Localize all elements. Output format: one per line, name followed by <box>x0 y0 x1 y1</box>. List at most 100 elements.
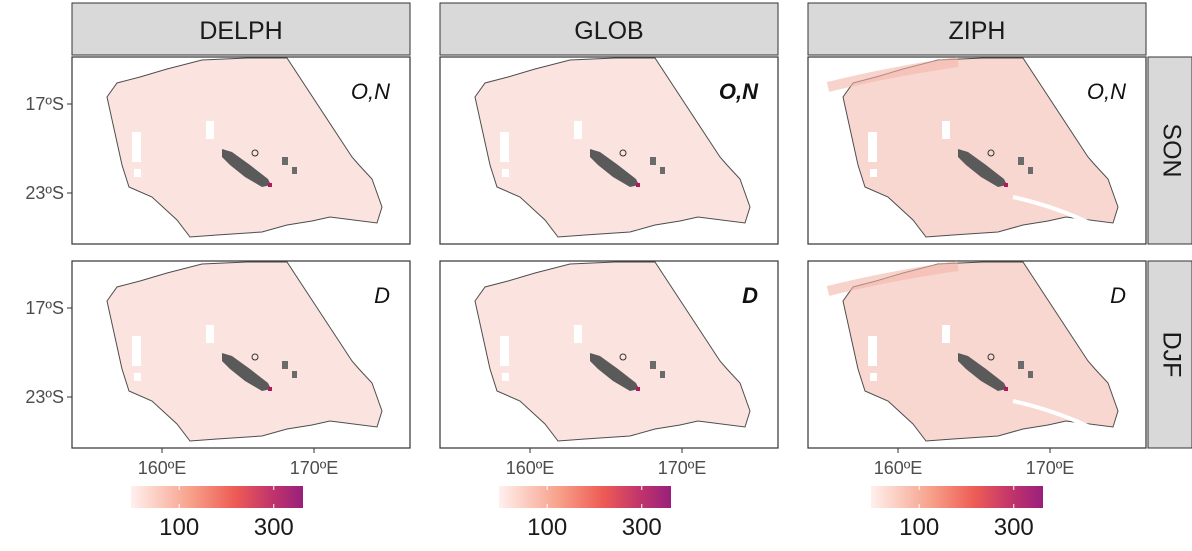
panel-ziph-son: O,N <box>807 56 1147 245</box>
study-region <box>474 261 751 442</box>
data-gap <box>942 121 950 139</box>
data-gap <box>134 169 141 177</box>
data-gap <box>870 373 877 381</box>
x-tick-label: 170ºE <box>658 458 707 478</box>
y-tick-label: 17ºS <box>25 298 64 318</box>
island-marker <box>650 361 656 369</box>
data-gap <box>870 169 877 177</box>
colorbar-gradient <box>499 486 671 508</box>
x-tick-label: 160ºE <box>506 458 555 478</box>
x-tick-label: 160ºE <box>874 458 923 478</box>
data-gap <box>132 336 141 366</box>
facet-strip-title: DELPH <box>199 17 282 45</box>
y-tick-label: 23ºS <box>25 183 64 203</box>
land-mass <box>222 353 271 391</box>
panel-period-label: D <box>1110 283 1126 308</box>
panel-period-label: O,N <box>1087 79 1126 104</box>
island-marker <box>660 167 665 174</box>
facet-strip-ziph: ZIPH <box>807 2 1147 56</box>
colorbar-tick-label: 100 <box>527 514 567 541</box>
island-marker <box>987 353 995 361</box>
island-marker <box>292 371 297 378</box>
high-density-band <box>826 57 959 92</box>
data-gap <box>206 121 214 139</box>
facet-strip-title: ZIPH <box>949 17 1006 45</box>
data-gap <box>868 336 877 366</box>
facet-strip-title: GLOB <box>574 17 643 45</box>
colorbar-tick-label: 100 <box>899 514 939 541</box>
land-mass <box>590 149 639 187</box>
high-density-band <box>826 261 959 296</box>
island-marker <box>660 371 665 378</box>
panel-period-label: D <box>374 283 390 308</box>
island-marker <box>1028 371 1033 378</box>
data-gap <box>134 373 141 381</box>
island-marker <box>1018 157 1024 165</box>
study-region <box>106 261 383 442</box>
colorbar-ziph: 100 300 <box>871 486 1043 541</box>
colorbar-delph: 100 300 <box>131 486 303 541</box>
facet-strip-background <box>71 2 411 56</box>
colorbar-tick-label: 300 <box>254 514 294 541</box>
island-marker <box>251 149 259 157</box>
colorbar-gradient <box>131 486 303 508</box>
high-value-cell <box>1004 183 1008 187</box>
high-value-cell <box>268 387 272 391</box>
data-gap <box>500 132 509 162</box>
high-value-cell <box>268 183 272 187</box>
island-marker <box>1018 361 1024 369</box>
facet-strip-background <box>439 2 779 56</box>
x-tick-label: 170ºE <box>290 458 339 478</box>
land-mass <box>222 149 271 187</box>
island-marker <box>251 353 259 361</box>
facet-strip-delph: DELPH <box>71 2 411 56</box>
colorbar-tick-label: 100 <box>159 514 199 541</box>
island-marker <box>292 167 297 174</box>
study-region <box>106 57 383 238</box>
island-marker <box>987 149 995 157</box>
island-marker <box>619 353 627 361</box>
data-gap <box>574 121 582 139</box>
panel-period-label: O,N <box>719 79 759 104</box>
panel-period-label: D <box>742 283 758 308</box>
study-region <box>474 57 751 238</box>
row-strip-title: SON <box>1157 123 1185 177</box>
row-strip-background <box>1147 260 1192 449</box>
high-value-cell <box>636 183 640 187</box>
data-gap-arc <box>1012 399 1099 433</box>
facet-strip-glob: GLOB <box>439 2 779 56</box>
island-marker <box>282 361 288 369</box>
island-marker <box>619 149 627 157</box>
y-tick-label: 23ºS <box>25 387 64 407</box>
data-gap <box>132 132 141 162</box>
panel-glob-son: O,N <box>439 56 779 245</box>
land-mass <box>590 353 639 391</box>
data-gap <box>500 336 509 366</box>
data-gap-arc <box>1012 195 1099 229</box>
colorbar-gradient <box>871 486 1043 508</box>
data-gap <box>942 325 950 343</box>
land-mass <box>958 149 1007 187</box>
facet-strip-son: SON <box>1147 56 1192 245</box>
x-tick-label: 170ºE <box>1026 458 1075 478</box>
panel-delph-son: O,N <box>71 56 411 245</box>
panel-delph-djf: D <box>71 260 411 449</box>
panel-glob-djf: D <box>439 260 779 449</box>
y-tick-label: 17ºS <box>25 94 64 114</box>
data-gap <box>574 325 582 343</box>
x-tick-label: 160ºE <box>138 458 187 478</box>
colorbar-tick-label: 300 <box>622 514 662 541</box>
colorbar-glob: 100 300 <box>499 486 671 541</box>
island-marker <box>282 157 288 165</box>
data-gap <box>206 325 214 343</box>
row-strip-title: DJF <box>1157 332 1185 378</box>
facet-strip-background <box>807 2 1147 56</box>
panel-ziph-djf: D <box>807 260 1147 449</box>
colorbar-tick-label: 300 <box>994 514 1034 541</box>
data-gap <box>868 132 877 162</box>
data-gap <box>502 169 509 177</box>
panel-period-label: O,N <box>351 79 390 104</box>
island-marker <box>650 157 656 165</box>
island-marker <box>1028 167 1033 174</box>
